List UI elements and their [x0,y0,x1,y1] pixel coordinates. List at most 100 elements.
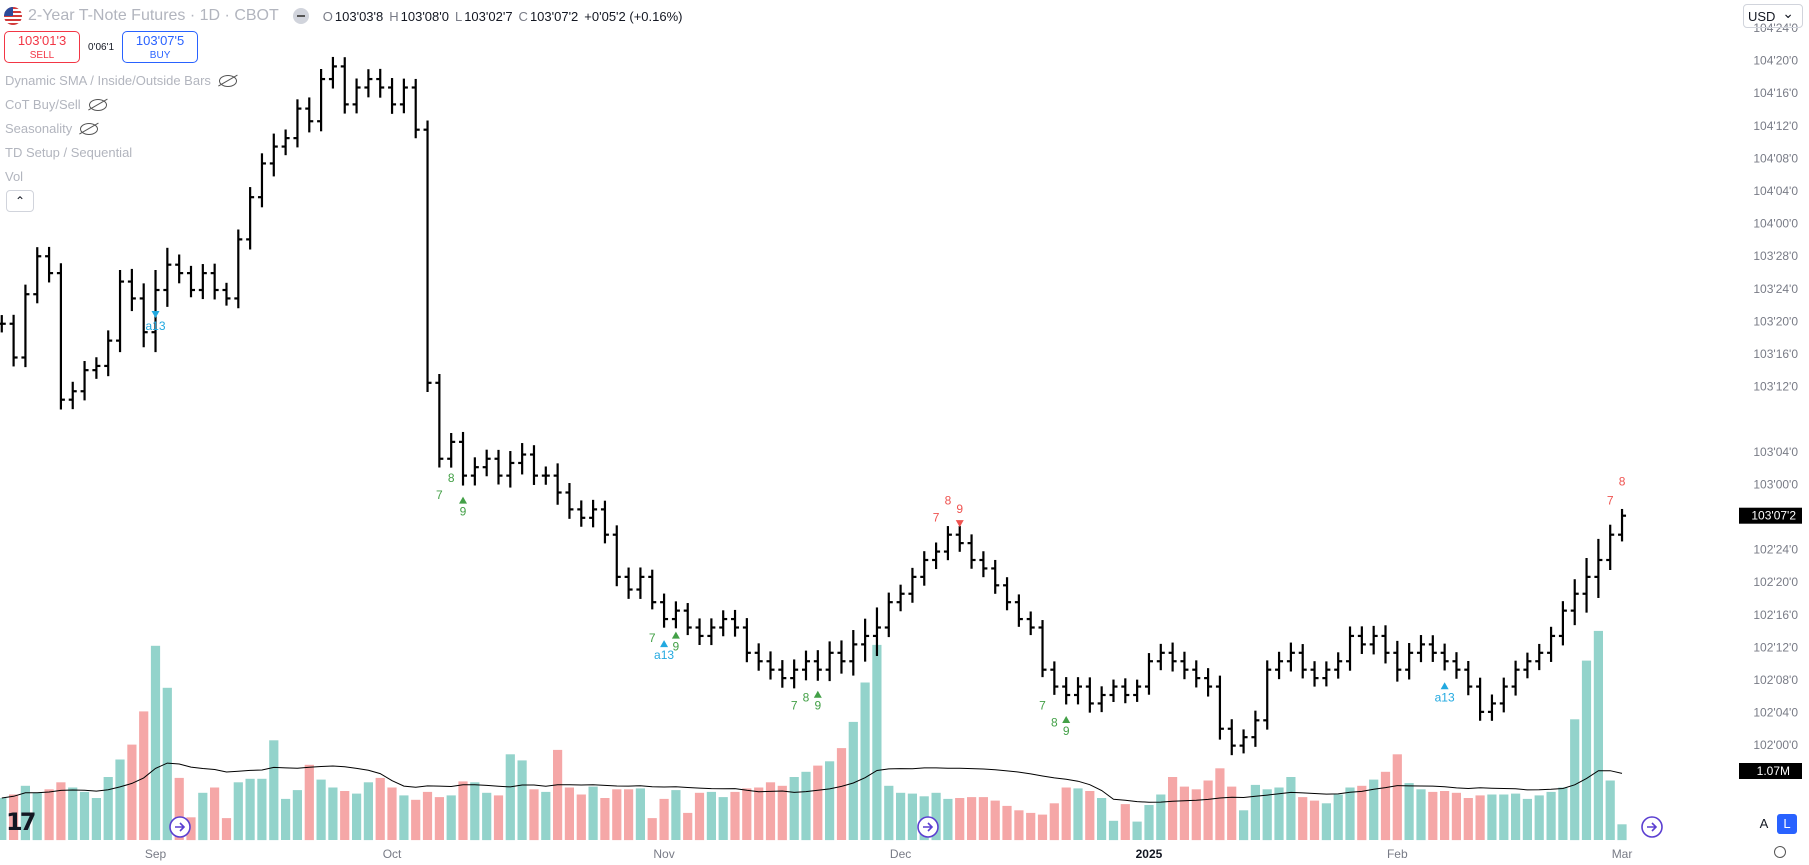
td-count-label: 9 [460,505,467,519]
ohlc-bar [1618,508,1627,542]
volume-bar [1061,787,1071,840]
time-axis-label: Nov [653,847,674,861]
volume-bar [884,785,894,841]
indicator-dynamic-sma[interactable]: Dynamic SMA / Inside/Outside Bars [5,73,237,88]
td-count-label: 9 [673,640,680,654]
buy-button[interactable]: 103'07'5 BUY [122,31,199,63]
volume-bar [943,798,953,840]
ohlc-bar [1393,640,1402,682]
auto-scale-button[interactable]: A [1759,816,1769,831]
volume-bar [1097,798,1107,840]
ohlc-bar [447,432,456,468]
eye-off-icon[interactable] [80,122,99,135]
axes: 104'24'0104'20'0104'16'0104'12'0104'08'0… [145,21,1802,861]
eye-off-icon[interactable] [218,74,237,87]
eye-off-icon[interactable] [88,98,107,111]
chevron-up-icon[interactable]: ⌃ [6,190,34,212]
ohlc-bar [1310,661,1319,687]
volume-bar [1499,794,1509,840]
ohlc-bar [1405,643,1414,680]
volume-bar [1144,805,1154,840]
ohlc-bar [1097,686,1106,713]
symbol-name[interactable]: 2-Year T-Note Futures [28,7,186,24]
ohlc-bar [541,466,550,485]
volume-bar [718,797,728,840]
volume-bar [91,798,101,840]
indicator-td-sequential[interactable]: TD Setup / Sequential [5,145,132,160]
ohlc-bar [494,449,503,485]
ohlc-bar [790,659,799,689]
volume-bar [1227,786,1237,840]
ohlc-bar [648,569,657,610]
ohlc-bar [683,603,692,636]
volume-bar [990,800,1000,840]
ohlc-bar [1464,661,1473,696]
volume-bar [1156,794,1166,840]
ohlc-bar [624,567,633,599]
interval[interactable]: 1D [199,7,221,24]
volume-bar [399,795,409,840]
ohlc-bar [281,129,290,156]
volume-bar [517,760,527,840]
ohlc-bar [234,229,243,309]
ohlc-bar [979,551,988,578]
volume-bar [1274,787,1284,840]
collapse-legend-button[interactable] [292,8,309,24]
sell-price: 103'01'3 [17,33,67,48]
ohlc-bar [1346,626,1355,671]
volume-ma-line [1,762,1623,803]
settings-gear-icon[interactable] [1774,846,1786,858]
indicator-cot[interactable]: CoT Buy/Sell [5,97,107,112]
low-number: 103'02'7 [464,8,513,24]
ohlc-bar [1074,677,1083,705]
indicator-seasonality[interactable]: Seasonality [5,121,99,136]
ohlc-bar [293,99,302,148]
indicator-vol[interactable]: Vol [5,169,23,184]
ohlc-bar [198,264,207,300]
td-count-label: 7 [1039,699,1046,713]
ohlc-bar [1298,644,1307,679]
volume-bar [446,795,456,840]
tradingview-logo-icon[interactable]: 17 [6,808,36,836]
ohlc-bar [56,263,65,410]
ohlc-bar [139,283,148,348]
volume-bar [742,788,752,840]
ohlc-bar [1499,677,1508,713]
volume-bar [848,721,858,840]
volume-bar [1085,791,1095,840]
td-marker [671,631,680,639]
symbol-header: 2-Year T-Note Futures · 1D · CBOT O 103'0… [4,4,682,28]
td-count-label: 9 [956,502,963,516]
close-number: 103'07'2 [529,8,579,24]
low-value: L 103'02'7 [455,9,513,24]
volume-bar [1049,803,1059,841]
volume-bar [801,771,811,841]
ohlc-bar [1369,625,1378,655]
ohlc-bar [423,120,432,392]
volume-bar [493,795,504,840]
high-label: H [389,8,399,24]
ohlc-bar [1109,679,1118,702]
td-count-label: 7 [436,488,443,502]
ohlc-bar [470,457,479,486]
volume-bar [1593,630,1603,840]
volume-bar [1037,814,1048,840]
log-scale-button[interactable]: L [1777,814,1797,834]
trade-panel: 103'01'3 SELL 0'06'1 103'07'5 BUY [4,31,199,63]
time-axis-label: 2025 [1136,847,1163,861]
ohlc-bar [1062,677,1071,705]
ohlc-bar [1582,557,1591,613]
us-flag-icon [4,7,22,25]
sell-button[interactable]: 103'01'3 SELL [4,31,80,63]
td-marker [1440,682,1449,690]
td-count-label: 8 [945,494,952,508]
ohlc-bar [1275,651,1284,680]
volume-bar [245,778,255,841]
price-axis-label: 103'12'0 [1753,380,1798,394]
currency-select[interactable]: USD [1743,1,1803,28]
last-price-label: 103'07'2 [1751,509,1796,523]
ohlc-bar [577,500,586,527]
td-count-label: 7 [791,699,798,713]
ohlc-bar [1133,679,1142,702]
